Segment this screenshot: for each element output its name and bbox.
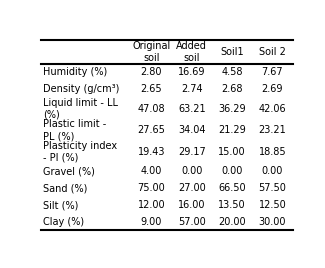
Text: 63.21: 63.21 bbox=[178, 104, 205, 114]
Text: Soil1: Soil1 bbox=[220, 47, 244, 57]
Text: 21.29: 21.29 bbox=[218, 125, 246, 135]
Text: 9.00: 9.00 bbox=[141, 217, 162, 227]
Text: Liquid limit - LL
(%): Liquid limit - LL (%) bbox=[43, 98, 118, 120]
Text: 0.00: 0.00 bbox=[221, 166, 243, 176]
Text: 47.08: 47.08 bbox=[138, 104, 165, 114]
Text: Gravel (%): Gravel (%) bbox=[43, 166, 95, 176]
Text: Humidity (%): Humidity (%) bbox=[43, 67, 107, 77]
Text: Plasticity index
- PI (%): Plasticity index - PI (%) bbox=[43, 141, 117, 163]
Text: Added
soil: Added soil bbox=[176, 41, 207, 63]
Text: 57.50: 57.50 bbox=[258, 183, 286, 193]
Text: 20.00: 20.00 bbox=[218, 217, 246, 227]
Text: Soil 2: Soil 2 bbox=[259, 47, 286, 57]
Text: 7.67: 7.67 bbox=[262, 67, 283, 77]
Text: 30.00: 30.00 bbox=[259, 217, 286, 227]
Text: 36.29: 36.29 bbox=[218, 104, 246, 114]
Text: 0.00: 0.00 bbox=[181, 166, 202, 176]
Text: 66.50: 66.50 bbox=[218, 183, 246, 193]
Text: 27.65: 27.65 bbox=[137, 125, 165, 135]
Text: Original
soil: Original soil bbox=[132, 41, 171, 63]
Text: 2.74: 2.74 bbox=[181, 84, 202, 94]
Text: 2.68: 2.68 bbox=[221, 84, 243, 94]
Text: 23.21: 23.21 bbox=[258, 125, 286, 135]
Text: 75.00: 75.00 bbox=[137, 183, 165, 193]
Text: 2.65: 2.65 bbox=[141, 84, 162, 94]
Text: 0.00: 0.00 bbox=[262, 166, 283, 176]
Text: 16.69: 16.69 bbox=[178, 67, 205, 77]
Text: 16.00: 16.00 bbox=[178, 200, 205, 210]
Text: 4.58: 4.58 bbox=[221, 67, 243, 77]
Text: 12.50: 12.50 bbox=[258, 200, 286, 210]
Text: 12.00: 12.00 bbox=[138, 200, 165, 210]
Text: Sand (%): Sand (%) bbox=[43, 183, 87, 193]
Text: Clay (%): Clay (%) bbox=[43, 217, 84, 227]
Text: 15.00: 15.00 bbox=[218, 147, 246, 157]
Text: 34.04: 34.04 bbox=[178, 125, 205, 135]
Text: Plastic limit -
PL (%): Plastic limit - PL (%) bbox=[43, 120, 106, 141]
Text: 57.00: 57.00 bbox=[178, 217, 206, 227]
Text: 2.80: 2.80 bbox=[141, 67, 162, 77]
Text: 29.17: 29.17 bbox=[178, 147, 206, 157]
Text: 27.00: 27.00 bbox=[178, 183, 206, 193]
Text: 18.85: 18.85 bbox=[259, 147, 286, 157]
Text: Silt (%): Silt (%) bbox=[43, 200, 79, 210]
Text: 42.06: 42.06 bbox=[259, 104, 286, 114]
Text: 19.43: 19.43 bbox=[138, 147, 165, 157]
Text: 2.69: 2.69 bbox=[262, 84, 283, 94]
Text: Density (g/cm³): Density (g/cm³) bbox=[43, 84, 120, 94]
Text: 13.50: 13.50 bbox=[218, 200, 246, 210]
Text: 4.00: 4.00 bbox=[141, 166, 162, 176]
